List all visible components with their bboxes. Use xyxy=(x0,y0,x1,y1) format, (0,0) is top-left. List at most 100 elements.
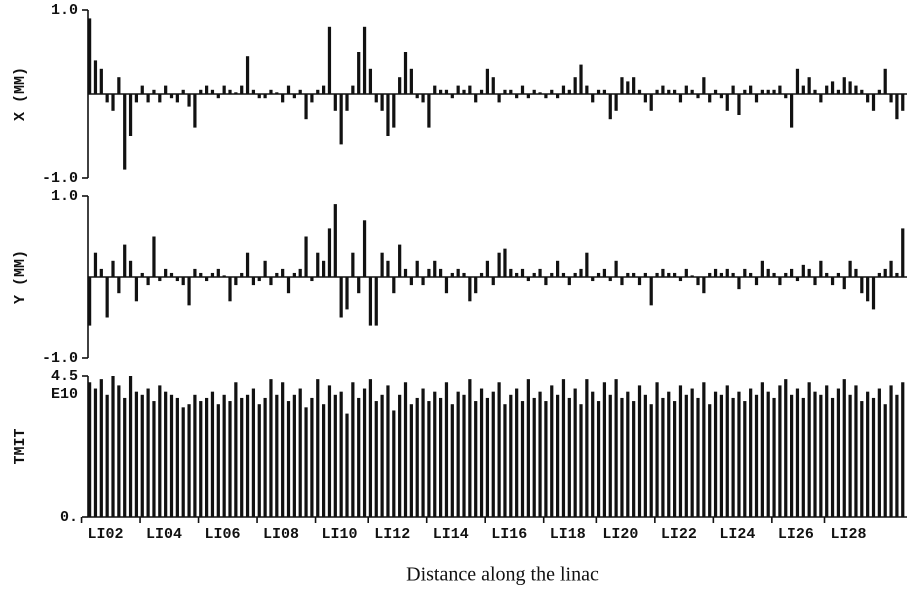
bar xyxy=(158,385,162,517)
bar xyxy=(819,94,823,103)
bar xyxy=(719,94,724,99)
bar xyxy=(690,388,694,517)
bar xyxy=(725,268,729,277)
bar xyxy=(193,94,197,128)
bar xyxy=(632,77,636,94)
bar xyxy=(245,56,250,94)
bar xyxy=(591,391,595,517)
bar xyxy=(251,277,256,286)
bar xyxy=(462,89,466,94)
bar xyxy=(450,94,454,99)
bar xyxy=(181,89,185,94)
bar xyxy=(544,94,548,99)
y-tick-label: 1.0 xyxy=(51,188,78,205)
bar xyxy=(637,277,642,286)
bar xyxy=(520,401,525,517)
bar xyxy=(626,81,630,94)
bar xyxy=(713,89,718,94)
bar xyxy=(561,272,566,277)
y-axis-label: TMIT xyxy=(12,428,29,464)
bar xyxy=(825,272,829,277)
bar xyxy=(766,391,770,517)
bar xyxy=(421,277,425,286)
bar xyxy=(251,388,256,517)
bar xyxy=(556,94,560,99)
bar xyxy=(532,89,536,94)
bar xyxy=(368,68,373,94)
bar xyxy=(339,277,343,318)
bar xyxy=(766,268,770,277)
bar xyxy=(357,52,361,94)
bar xyxy=(684,268,688,277)
bar xyxy=(544,277,548,286)
bar xyxy=(351,382,355,517)
bar xyxy=(532,397,536,517)
bar xyxy=(801,264,805,277)
bar xyxy=(708,272,712,277)
bar xyxy=(439,89,443,94)
x-tick-label: LI20 xyxy=(602,526,638,543)
bar xyxy=(210,272,215,277)
bar xyxy=(251,89,256,94)
x-axis-label: Distance along the linac xyxy=(406,564,599,586)
bar xyxy=(140,272,144,277)
bar xyxy=(819,394,823,517)
bar xyxy=(421,388,425,517)
bar xyxy=(614,94,618,111)
bar xyxy=(128,94,133,136)
bar xyxy=(117,77,121,94)
bar xyxy=(456,268,460,277)
bar xyxy=(374,277,378,326)
bar xyxy=(673,401,677,517)
bar xyxy=(427,401,431,517)
bar xyxy=(749,85,753,94)
bar xyxy=(883,268,887,277)
bar xyxy=(538,391,542,517)
bar xyxy=(842,277,846,290)
bar xyxy=(877,272,881,277)
bar xyxy=(386,260,390,277)
bar xyxy=(813,277,817,286)
bar xyxy=(427,268,431,277)
bar xyxy=(444,89,449,94)
bar xyxy=(450,272,454,277)
bar xyxy=(386,94,390,136)
bar xyxy=(310,94,314,103)
bar xyxy=(181,407,185,517)
bar xyxy=(830,277,835,286)
bar xyxy=(99,379,103,517)
bar xyxy=(702,382,706,517)
bar xyxy=(444,277,449,294)
bar xyxy=(105,394,109,517)
bar xyxy=(339,391,343,517)
bar xyxy=(93,60,98,94)
bar xyxy=(819,260,823,277)
bar xyxy=(281,94,285,103)
bar xyxy=(556,260,560,277)
bar xyxy=(860,277,864,294)
bar xyxy=(491,77,495,94)
bar xyxy=(678,385,683,517)
bar xyxy=(140,394,144,517)
bar xyxy=(866,277,870,302)
bar xyxy=(310,277,314,282)
bar xyxy=(866,391,870,517)
bar xyxy=(550,272,554,277)
bar xyxy=(696,94,700,99)
bar xyxy=(731,397,735,517)
bar xyxy=(210,89,215,94)
bar xyxy=(450,404,454,517)
x-tick-label: LI08 xyxy=(263,526,299,543)
bar xyxy=(620,397,624,517)
bar xyxy=(889,385,893,517)
bar xyxy=(667,272,671,277)
bar xyxy=(790,394,794,517)
bar xyxy=(854,268,858,277)
x-tick-label: LI12 xyxy=(374,526,410,543)
bar xyxy=(111,260,115,277)
bar xyxy=(731,85,735,94)
bar xyxy=(222,85,226,94)
bar xyxy=(222,275,226,277)
bar xyxy=(766,89,770,94)
bar xyxy=(538,92,542,94)
